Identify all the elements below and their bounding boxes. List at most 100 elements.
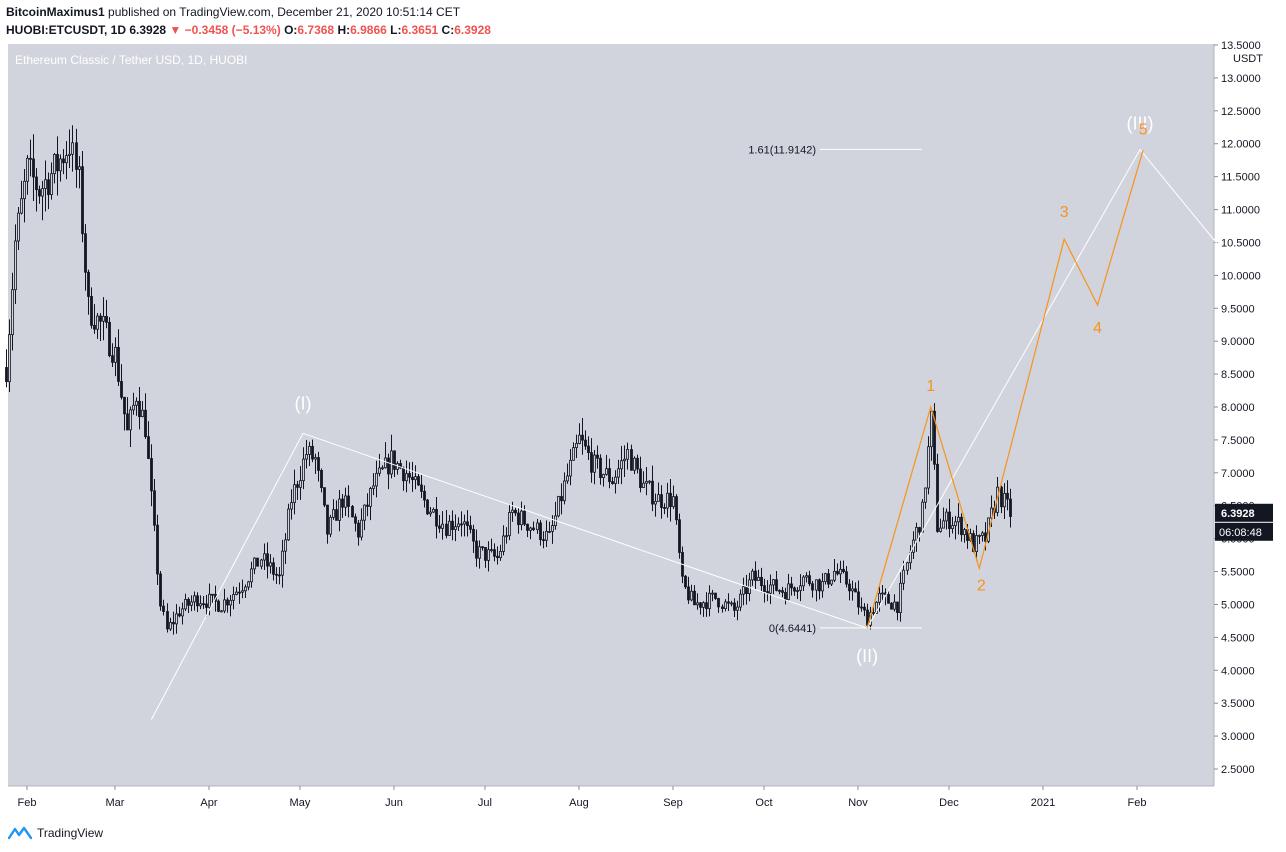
candle-body xyxy=(808,575,811,585)
candle-body xyxy=(1009,498,1012,517)
candle-body xyxy=(742,586,745,595)
candle-body xyxy=(896,601,899,613)
candle-body xyxy=(602,473,605,479)
candle-body xyxy=(963,529,966,536)
candle-body xyxy=(335,509,338,521)
author-name[interactable]: BitcoinMaximus1 xyxy=(6,5,105,19)
candle-body xyxy=(302,458,305,482)
candle-body xyxy=(278,574,281,577)
candle-body xyxy=(529,527,532,531)
candle-body xyxy=(763,585,766,592)
open-value: 6.7368 xyxy=(297,23,335,37)
candle-body xyxy=(557,496,560,517)
candle-body xyxy=(199,603,202,607)
candle-body xyxy=(939,527,942,532)
candle-body xyxy=(420,484,423,492)
candle-body xyxy=(296,484,299,488)
candle-body xyxy=(581,434,584,441)
candle-body xyxy=(493,549,496,557)
candle-body xyxy=(714,592,717,599)
candle-body xyxy=(857,591,860,608)
candle-body xyxy=(927,446,930,489)
candle-body xyxy=(338,498,341,521)
y-tick-label: 10.0000 xyxy=(1221,270,1261,282)
candle-body xyxy=(253,557,256,570)
candle-body xyxy=(17,212,20,242)
last-price: 6.3928 xyxy=(129,23,167,37)
candle-body xyxy=(811,583,814,591)
candle-body xyxy=(423,490,426,501)
candle-body xyxy=(687,586,690,601)
candle-body xyxy=(402,467,405,482)
candle-body xyxy=(572,447,575,461)
candle-body xyxy=(457,523,460,528)
candle-body xyxy=(711,592,714,595)
candle-body xyxy=(329,516,332,535)
ohlc-header: HUOBI:ETCUSDT, 1D 6.3928 ▼ −0.3458 (−5.1… xyxy=(6,23,491,37)
y-tick-label: 3.0000 xyxy=(1221,731,1255,743)
candle-body xyxy=(47,179,50,196)
candle-body xyxy=(490,549,493,552)
candle-body xyxy=(951,525,954,529)
last-price-tag xyxy=(1215,503,1273,522)
candle-body xyxy=(68,153,71,156)
candle-body xyxy=(499,551,502,559)
candle-body xyxy=(247,581,250,588)
candle-body xyxy=(190,601,193,606)
candle-body xyxy=(366,504,369,507)
y-tick-label: 2.5000 xyxy=(1221,764,1255,776)
close-value: 6.3928 xyxy=(454,23,491,37)
candle-body xyxy=(181,608,184,617)
candle-body xyxy=(657,494,660,502)
x-tick-label: Oct xyxy=(755,797,772,809)
candle-body xyxy=(854,588,857,593)
candle-body xyxy=(645,480,648,484)
candle-body xyxy=(739,593,742,608)
candle-body xyxy=(584,439,587,447)
candle-body xyxy=(159,573,162,607)
candle-body xyxy=(269,562,272,567)
candle-body xyxy=(642,482,645,488)
candle-body xyxy=(193,595,196,603)
candle-body xyxy=(435,508,438,527)
candle-body xyxy=(454,526,457,530)
candle-body xyxy=(545,531,548,541)
candle-body xyxy=(599,457,602,479)
candle-body xyxy=(448,520,451,536)
candle-body xyxy=(948,511,951,529)
candle-body xyxy=(523,510,526,525)
y-tick-label: 10.5000 xyxy=(1221,237,1261,249)
candle-body xyxy=(502,535,505,552)
candle-body xyxy=(1006,492,1009,500)
candle-body xyxy=(281,550,284,576)
candle-body xyxy=(551,525,554,532)
candle-body xyxy=(1000,486,1003,508)
y-tick-label: 11.0000 xyxy=(1221,205,1260,217)
low-value: 6.3651 xyxy=(401,23,439,37)
currency-label: USDT xyxy=(1233,53,1263,65)
candle-body xyxy=(99,315,102,322)
footer-brand[interactable]: TradingView xyxy=(8,824,103,842)
candle-body xyxy=(169,621,172,630)
candle-body xyxy=(299,480,302,488)
y-tick-label: 11.5000 xyxy=(1221,172,1260,184)
candle-body xyxy=(223,599,226,612)
candle-body xyxy=(323,487,326,506)
candle-body xyxy=(44,179,47,189)
candle-body xyxy=(878,592,881,603)
candle-body xyxy=(263,553,266,561)
candle-body xyxy=(790,583,793,589)
candle-body xyxy=(623,458,626,462)
candle-body xyxy=(845,571,848,585)
candle-body xyxy=(111,355,114,363)
candle-body xyxy=(62,158,65,164)
y-tick-label: 4.0000 xyxy=(1221,665,1255,677)
candle-body xyxy=(984,532,987,542)
candle-body xyxy=(429,511,432,515)
candle-body xyxy=(232,594,235,601)
candle-body xyxy=(496,555,499,559)
candle-body xyxy=(860,606,863,609)
x-tick-label: Mar xyxy=(105,797,124,809)
candle-body xyxy=(593,454,596,473)
